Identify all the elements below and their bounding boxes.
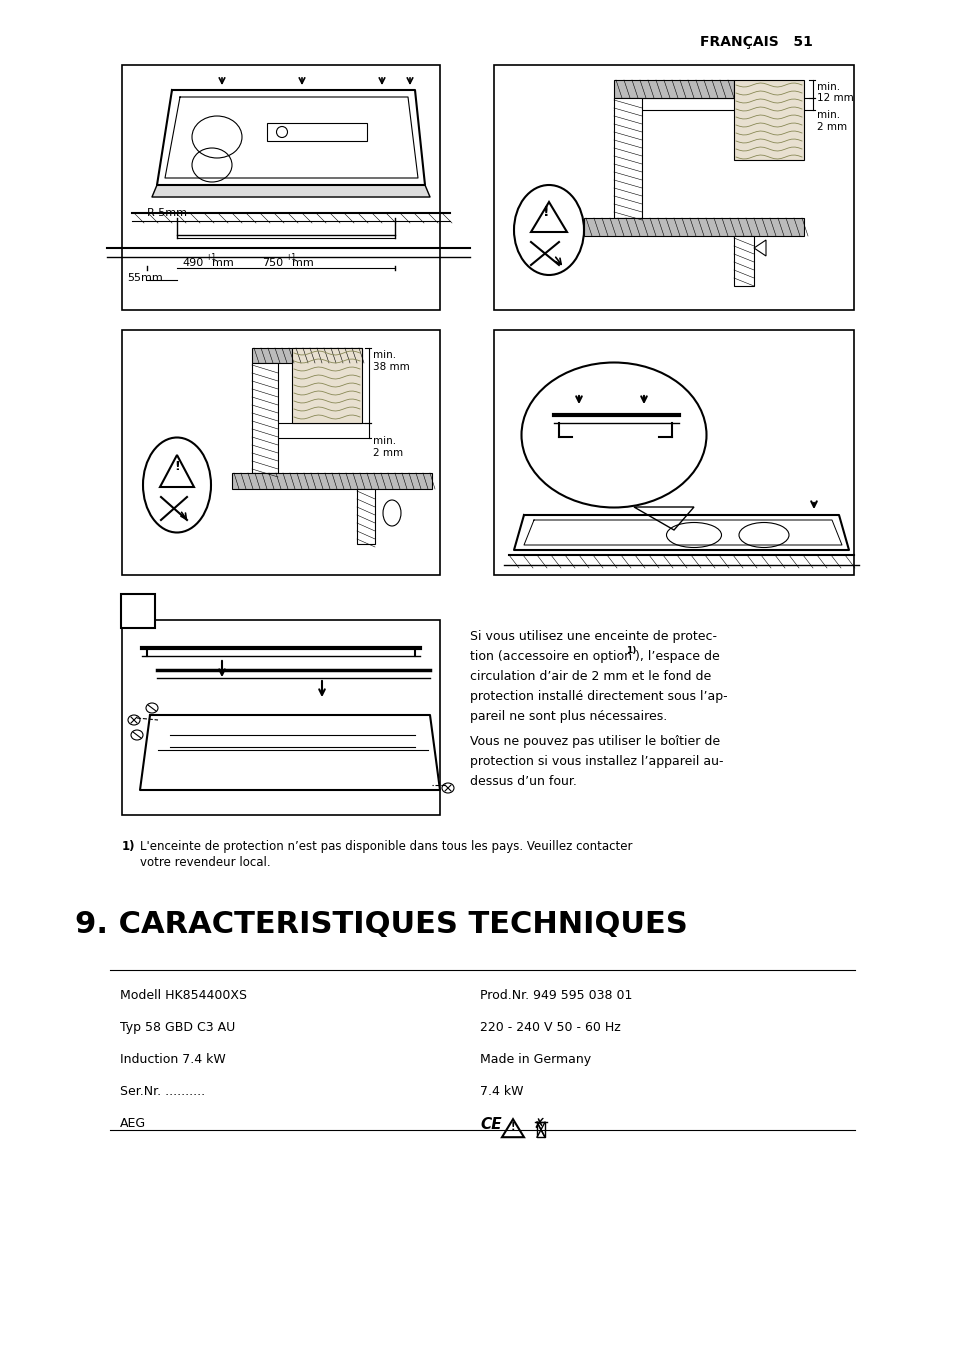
- Text: 2 mm: 2 mm: [373, 448, 403, 458]
- Bar: [614, 80, 733, 97]
- Text: circulation d’air de 2 mm et le fond de: circulation d’air de 2 mm et le fond de: [470, 671, 711, 683]
- Bar: [583, 218, 803, 237]
- FancyBboxPatch shape: [121, 594, 154, 627]
- Text: protection installé directement sous l’ap-: protection installé directement sous l’a…: [470, 690, 727, 703]
- Bar: [122, 621, 439, 815]
- Text: 38 mm: 38 mm: [373, 362, 410, 372]
- Bar: [494, 65, 853, 310]
- Text: Ser.Nr. ..........: Ser.Nr. ..........: [120, 1086, 205, 1098]
- Text: !: !: [542, 206, 549, 219]
- Polygon shape: [152, 185, 430, 197]
- Text: pareil ne sont plus nécessaires.: pareil ne sont plus nécessaires.: [470, 710, 666, 723]
- Text: !: !: [174, 461, 180, 473]
- Text: 750: 750: [262, 258, 283, 268]
- Bar: [122, 65, 439, 310]
- Text: 2 mm: 2 mm: [816, 122, 846, 132]
- Text: Modell HK854400XS: Modell HK854400XS: [120, 990, 247, 1002]
- Text: +1: +1: [205, 253, 216, 262]
- Text: ), l’espace de: ), l’espace de: [635, 650, 719, 662]
- Bar: [614, 97, 641, 218]
- Text: Vous ne pouvez pas utiliser le boîtier de: Vous ne pouvez pas utiliser le boîtier d…: [470, 735, 720, 748]
- Text: i: i: [134, 602, 141, 621]
- Text: mm: mm: [292, 258, 314, 268]
- Bar: [356, 489, 375, 544]
- Text: dessus d’un four.: dessus d’un four.: [470, 775, 577, 788]
- Text: 1): 1): [122, 840, 135, 853]
- Text: min.: min.: [373, 350, 395, 360]
- Text: 490: 490: [182, 258, 203, 268]
- Text: 55mm: 55mm: [127, 273, 163, 283]
- Bar: [733, 237, 753, 287]
- Text: min.: min.: [816, 82, 840, 92]
- Text: 1): 1): [625, 646, 636, 654]
- Bar: [494, 330, 853, 575]
- Text: Typ 58 GBD C3 AU: Typ 58 GBD C3 AU: [120, 1021, 235, 1034]
- Text: FRANÇAIS   51: FRANÇAIS 51: [700, 35, 812, 49]
- Text: 12 mm: 12 mm: [816, 93, 853, 103]
- Text: votre revendeur local.: votre revendeur local.: [140, 856, 271, 869]
- Polygon shape: [140, 715, 439, 790]
- Text: !: !: [510, 1122, 515, 1132]
- Text: 9. CARACTERISTIQUES TECHNIQUES: 9. CARACTERISTIQUES TECHNIQUES: [75, 910, 687, 940]
- Bar: [122, 330, 439, 575]
- Text: Made in Germany: Made in Germany: [479, 1053, 591, 1067]
- Text: 7.4 kW: 7.4 kW: [479, 1086, 523, 1098]
- Bar: [252, 347, 361, 362]
- Text: mm: mm: [212, 258, 233, 268]
- Text: Prod.Nr. 949 595 038 01: Prod.Nr. 949 595 038 01: [479, 990, 632, 1002]
- Bar: [733, 80, 803, 160]
- Polygon shape: [157, 91, 424, 185]
- Text: L'enceinte de protection n’est pas disponible dans tous les pays. Veuillez conta: L'enceinte de protection n’est pas dispo…: [140, 840, 632, 853]
- Bar: [267, 123, 367, 141]
- Text: min.: min.: [373, 435, 395, 446]
- Text: AEG: AEG: [120, 1117, 146, 1130]
- Text: tion (accessoire en option: tion (accessoire en option: [470, 650, 631, 662]
- Text: protection si vous installez l’appareil au-: protection si vous installez l’appareil …: [470, 754, 722, 768]
- Polygon shape: [514, 515, 848, 550]
- Text: R 5mm: R 5mm: [147, 208, 187, 218]
- Bar: [232, 473, 432, 489]
- Text: min.: min.: [816, 110, 840, 120]
- Polygon shape: [634, 507, 693, 530]
- Text: Si vous utilisez une enceinte de protec-: Si vous utilisez une enceinte de protec-: [470, 630, 717, 644]
- Bar: [292, 347, 361, 423]
- Text: ✗: ✗: [533, 1117, 544, 1132]
- Text: 220 - 240 V 50 - 60 Hz: 220 - 240 V 50 - 60 Hz: [479, 1021, 620, 1034]
- Text: CE: CE: [479, 1117, 501, 1132]
- Text: +1: +1: [285, 253, 295, 262]
- Text: Induction 7.4 kW: Induction 7.4 kW: [120, 1053, 226, 1067]
- Bar: [252, 362, 277, 473]
